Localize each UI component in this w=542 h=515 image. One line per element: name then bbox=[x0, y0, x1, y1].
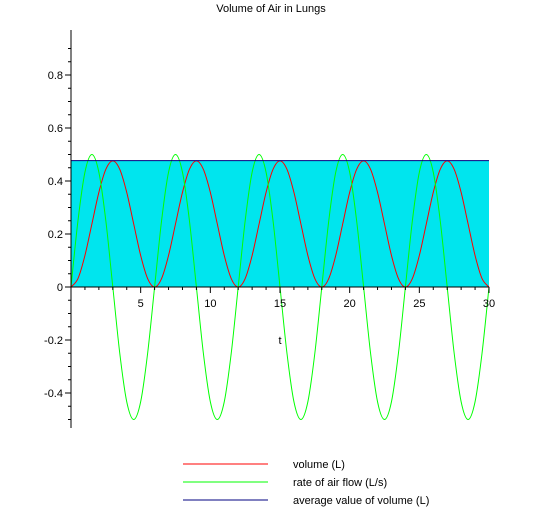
y-tick-label: 0.4 bbox=[48, 176, 63, 188]
x-tick-label: 5 bbox=[138, 298, 144, 310]
y-tick-label: 0.6 bbox=[48, 123, 63, 135]
legend-label-flow: rate of air flow (L/s) bbox=[293, 477, 387, 489]
legend: volume (L) rate of air flow (L/s) averag… bbox=[183, 459, 429, 507]
axes: 5 10 15 20 25 30 -0.4 -0.2 0 0.2 0.4 0.6 0.8 bbox=[44, 30, 495, 428]
x-tick-label: 20 bbox=[344, 298, 356, 310]
legend-label-volume: volume (L) bbox=[293, 459, 345, 471]
x-tick-label: 15 bbox=[274, 298, 286, 310]
x-axis-label: t bbox=[278, 335, 281, 347]
y-tick-label: -0.4 bbox=[44, 388, 63, 400]
y-tick-label: 0.2 bbox=[48, 229, 63, 241]
y-tick-label: 0.8 bbox=[48, 70, 63, 82]
legend-label-average: average value of volume (L) bbox=[293, 495, 429, 507]
y-tick-label: 0 bbox=[57, 282, 63, 294]
x-tick-label: 10 bbox=[204, 298, 216, 310]
average-shaded-region bbox=[71, 160, 489, 287]
y-tick-label: -0.2 bbox=[44, 335, 63, 347]
x-tick-label: 30 bbox=[483, 298, 495, 310]
shaded-area bbox=[71, 160, 489, 287]
x-tick-label: 25 bbox=[413, 298, 425, 310]
chart-title: Volume of Air in Lungs bbox=[216, 3, 326, 15]
